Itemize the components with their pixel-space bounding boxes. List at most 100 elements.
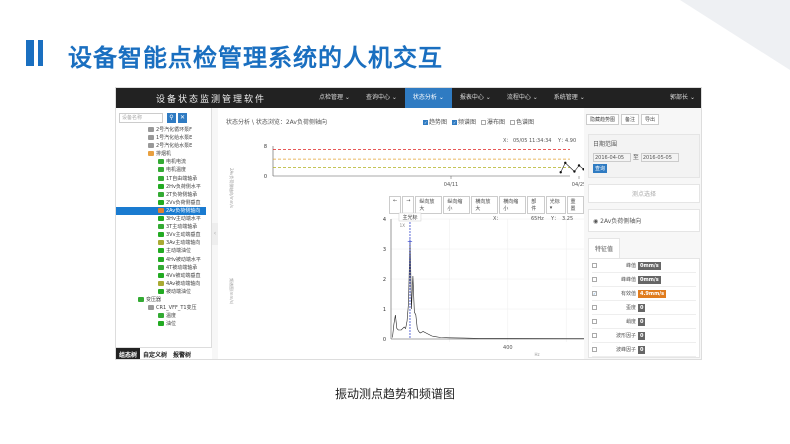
- tree-item[interactable]: 电机电流: [116, 158, 206, 166]
- date-separator: 至: [632, 154, 639, 161]
- spectrum-y-tick: 1: [383, 307, 386, 313]
- spectrum-y-axis-label: 频谱图(mm/s): [229, 278, 235, 305]
- feature-checkbox[interactable]: [592, 333, 597, 338]
- nav-item[interactable]: 流程中心 ⌄: [506, 94, 538, 101]
- trend-data-point[interactable]: [582, 168, 584, 171]
- feature-checkbox[interactable]: [592, 347, 597, 352]
- nav-item-label: 系统管理: [553, 94, 578, 101]
- feature-checkbox[interactable]: [592, 277, 597, 282]
- spectrum-tool-button[interactable]: 部件: [527, 196, 545, 214]
- spectrum-toolbar: ← → 纵向放大 纵向缩小 横向放大 横向缩小 部件 光标▾ 重置: [389, 196, 585, 214]
- tree-item[interactable]: 2Hv负荷侧水平: [116, 183, 206, 191]
- tree-item[interactable]: 3T主动端轴承: [116, 223, 206, 231]
- tree-item[interactable]: 2号汽化给水泵E: [116, 142, 206, 150]
- feature-label: 波峰因子: [615, 347, 636, 353]
- nav-item[interactable]: 点检管理 ⌄: [319, 94, 350, 101]
- chart-action-button[interactable]: 隐藏趋势图: [586, 114, 620, 125]
- tree-item[interactable]: 油位: [116, 320, 206, 328]
- tree-item[interactable]: 4T被动端轴承: [116, 264, 206, 272]
- clear-button[interactable]: ✕: [178, 113, 187, 123]
- point-label: 2Av负荷侧轴向: [600, 218, 642, 225]
- checkbox[interactable]: [481, 120, 487, 125]
- collapse-sidebar-button[interactable]: ‹: [212, 223, 218, 245]
- device-tree: 2号汽化循环泵F 1号汽化给水泵E 2号汽化给水泵E 排烟机 电机电流 电机温度 1T自由端…: [116, 126, 206, 328]
- tree-item[interactable]: 1T自由端轴承: [116, 175, 206, 183]
- nav-item[interactable]: 报表中心 ⌄: [459, 94, 491, 101]
- tree-item[interactable]: 4Av被动端轴向: [116, 280, 206, 288]
- point-option[interactable]: ◉ 2Av负荷侧轴向: [588, 209, 700, 232]
- tree-item[interactable]: 被动端油位: [116, 288, 206, 296]
- tree-item[interactable]: 2Av负荷侧轴向: [116, 206, 206, 216]
- nav-item[interactable]: 查询中心 ⌄: [365, 94, 397, 101]
- tree-item[interactable]: 1号汽化给水泵E: [116, 134, 206, 142]
- tree-item[interactable]: 3Av主动端轴向: [116, 239, 206, 247]
- cursor-harmonic-label: 1X: [400, 223, 406, 228]
- feature-label: 有效值: [620, 291, 636, 297]
- date-to-input[interactable]: 2016-05-05: [640, 153, 679, 162]
- chart-action-button[interactable]: 导出: [641, 114, 660, 125]
- breadcrumb: 状态分析 \ 状态浏览：2Av负荷侧轴向: [226, 119, 327, 126]
- sidebar-tab[interactable]: 组态树: [116, 348, 141, 359]
- spectrum-tool-button[interactable]: 重置: [566, 196, 585, 214]
- trend-data-point[interactable]: [577, 164, 581, 167]
- view-option-label: 趋势图: [429, 119, 448, 126]
- view-option-checkbox[interactable]: ✓ 趋势图: [423, 117, 447, 126]
- spectrum-tool-button[interactable]: 纵向放大: [415, 196, 443, 214]
- tree-item[interactable]: 2号汽化循环泵F: [116, 126, 206, 134]
- feature-checkbox[interactable]: ✓: [592, 291, 597, 296]
- signal-icon: [158, 264, 164, 270]
- checkbox[interactable]: ✓: [452, 120, 458, 125]
- slide-title: 设备智能点检管理系统的人机交互: [68, 44, 443, 72]
- spectrum-y-tick: 4: [383, 217, 386, 223]
- chart-action-button[interactable]: 备注: [621, 114, 640, 125]
- sidebar-tab[interactable]: 自定义树: [143, 352, 168, 359]
- spectrum-tool-button[interactable]: 横向缩小: [499, 196, 527, 214]
- tree-item[interactable]: 主动端油位: [116, 247, 206, 255]
- tree-item[interactable]: 电机温度: [116, 166, 206, 174]
- search-button[interactable]: ⚲: [167, 113, 176, 123]
- feature-checkbox[interactable]: [592, 305, 597, 310]
- view-option-checkbox[interactable]: 色谱图: [510, 117, 534, 126]
- feature-checkbox[interactable]: [592, 319, 597, 324]
- tree-item[interactable]: CR1_VFF_T1变压: [116, 304, 206, 312]
- tree-item[interactable]: 2Vv负荷侧垂直: [116, 199, 206, 207]
- sidebar-tab[interactable]: 报警树: [173, 352, 192, 359]
- tree-item[interactable]: 4Hv被动端水平: [116, 256, 206, 264]
- point-icon: [158, 256, 164, 262]
- device-search-input[interactable]: 设备名称: [119, 113, 163, 123]
- spectrum-tool-button[interactable]: 光标▾: [545, 196, 566, 214]
- tree-item[interactable]: 4Vv被动端垂直: [116, 272, 206, 280]
- nav-item[interactable]: 系统管理 ⌄: [553, 94, 585, 101]
- query-button[interactable]: 查询: [593, 164, 608, 173]
- user-menu[interactable]: 郭部长 ⌄: [670, 94, 695, 101]
- feature-row: 歪度 0: [592, 301, 696, 315]
- checkbox[interactable]: [510, 120, 516, 125]
- trend-data-point[interactable]: [564, 161, 567, 165]
- spectrum-tool-button[interactable]: 横向放大: [471, 196, 499, 214]
- sidebar: 设备名称 ⚲ ✕ 2号汽化循环泵F 1号汽化给水泵E 2号汽化给水泵E 排烟机 电机电流…: [116, 108, 212, 359]
- view-option-checkbox[interactable]: 瀑布图: [481, 117, 505, 126]
- tree-item[interactable]: 变压器: [116, 296, 206, 304]
- point-orange-icon: [158, 207, 164, 213]
- title-bar-icon: [38, 40, 43, 66]
- feature-value-badge: 0: [638, 345, 646, 354]
- view-option-checkbox[interactable]: ✓ 频谱图: [452, 117, 476, 126]
- trend-data-point[interactable]: [559, 171, 562, 174]
- nav-item[interactable]: 状态分析 ⌄: [404, 88, 452, 108]
- spectrum-tool-button[interactable]: ←: [389, 196, 402, 214]
- trend-data-point[interactable]: [573, 170, 576, 173]
- spectrum-tool-button[interactable]: 纵向缩小: [443, 196, 471, 214]
- signal-icon: [158, 191, 164, 197]
- date-from-input[interactable]: 2016-04-05: [593, 153, 631, 162]
- app-title: 设备状态监测管理软件: [155, 94, 266, 105]
- tree-item[interactable]: 3Hv主动端水平: [116, 215, 206, 223]
- tree-item[interactable]: 3Vv主动端垂直: [116, 231, 206, 239]
- feature-checkbox[interactable]: [592, 263, 597, 268]
- tree-item[interactable]: 温度: [116, 312, 206, 320]
- tree-item[interactable]: 排烟机: [116, 150, 206, 158]
- tree-item[interactable]: 2T负荷侧轴承: [116, 191, 206, 199]
- checkbox[interactable]: ✓: [423, 120, 428, 125]
- tab-features[interactable]: 特征值: [588, 238, 621, 258]
- point-icon: [158, 321, 164, 327]
- tree-item-label: 温度: [166, 313, 177, 320]
